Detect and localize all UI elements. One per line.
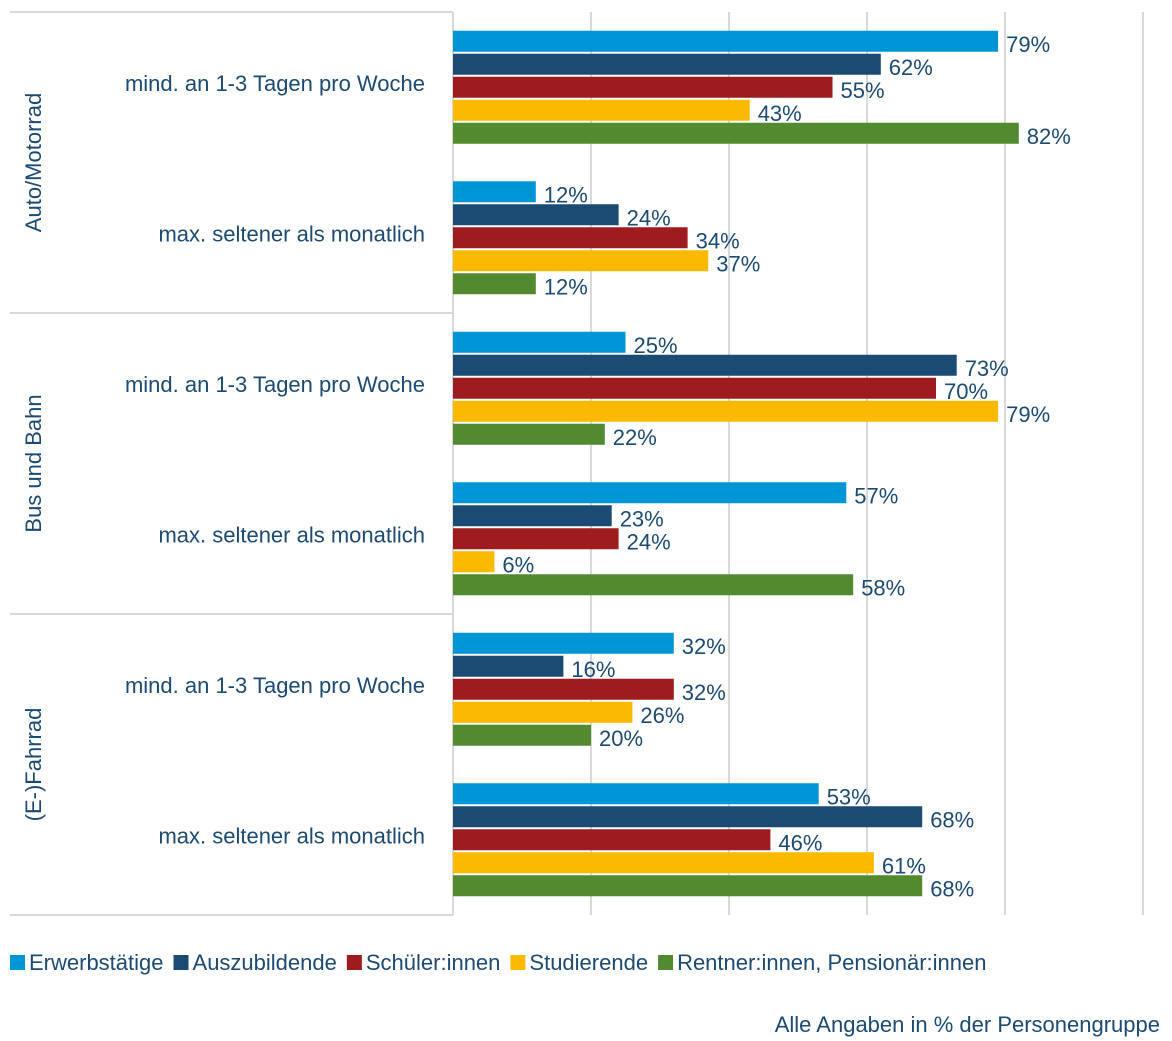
- value-label: 82%: [1027, 124, 1071, 149]
- value-label: 37%: [716, 252, 760, 277]
- value-label: 46%: [778, 831, 822, 856]
- bar: [453, 678, 674, 700]
- value-label: 61%: [882, 854, 926, 879]
- bar: [453, 505, 612, 527]
- bar: [453, 829, 771, 851]
- bar: [453, 273, 536, 295]
- group-label: (E-)Fahrrad: [21, 708, 46, 822]
- value-label: 73%: [965, 356, 1009, 381]
- legend-label: Rentner:innen, Pensionär:innen: [677, 950, 986, 975]
- value-label: 70%: [944, 379, 988, 404]
- group-label: Auto/Motorrad: [21, 93, 46, 232]
- bar: [453, 181, 536, 203]
- value-label: 22%: [613, 425, 657, 450]
- value-label: 20%: [599, 726, 643, 751]
- value-label: 23%: [620, 507, 664, 532]
- value-label: 12%: [544, 183, 588, 208]
- note: Alle Angaben in % der Personengruppe: [775, 1012, 1160, 1037]
- value-label: 32%: [682, 634, 726, 659]
- bar: [453, 99, 750, 121]
- value-label: 16%: [571, 657, 615, 682]
- bar: [453, 783, 819, 805]
- category-label: max. seltener als monatlich: [158, 824, 425, 849]
- bar: [453, 632, 674, 654]
- bar: [453, 377, 936, 399]
- legend-label: Studierende: [529, 950, 648, 975]
- bar: [453, 875, 923, 897]
- category-label: max. seltener als monatlich: [158, 222, 425, 247]
- bar: [453, 551, 495, 573]
- category-label: mind. an 1-3 Tagen pro Woche: [125, 71, 425, 96]
- bar: [453, 354, 957, 376]
- bar: [453, 53, 881, 75]
- value-label: 53%: [827, 785, 871, 810]
- legend-label: Erwerbstätige: [29, 950, 164, 975]
- bar: [453, 724, 591, 746]
- bar: [453, 331, 626, 353]
- value-label: 24%: [627, 530, 671, 555]
- bar: [453, 227, 688, 249]
- value-label: 58%: [861, 576, 905, 601]
- category-label: max. seltener als monatlich: [158, 523, 425, 548]
- legend-swatch: [346, 955, 362, 970]
- bar: [453, 701, 633, 723]
- bar: [453, 655, 564, 677]
- value-label: 79%: [1006, 32, 1050, 57]
- value-label: 12%: [544, 275, 588, 300]
- legend-label: Schüler:innen: [366, 950, 501, 975]
- bar: [453, 30, 999, 52]
- value-label: 24%: [627, 206, 671, 231]
- value-label: 55%: [841, 78, 885, 103]
- value-label: 79%: [1006, 402, 1050, 427]
- value-label: 62%: [889, 55, 933, 80]
- category-label: mind. an 1-3 Tagen pro Woche: [125, 673, 425, 698]
- value-label: 68%: [930, 877, 974, 902]
- value-label: 57%: [854, 484, 898, 509]
- bar: [453, 204, 619, 226]
- value-label: 6%: [502, 553, 534, 578]
- bar: [453, 852, 874, 874]
- legend-swatch: [10, 955, 25, 970]
- group-label: Bus und Bahn: [21, 394, 46, 532]
- bar: [453, 122, 1019, 144]
- value-label: 25%: [634, 333, 678, 358]
- value-label: 26%: [640, 703, 684, 728]
- bar: [453, 400, 999, 422]
- legend-swatch: [658, 955, 674, 970]
- bar: [453, 76, 833, 98]
- bar: [453, 250, 709, 272]
- legend-swatch: [510, 955, 526, 970]
- bar: [453, 482, 847, 504]
- legend-label: Auszubildende: [193, 950, 337, 975]
- bar: [453, 574, 854, 596]
- legend-swatch: [173, 955, 189, 970]
- category-label: mind. an 1-3 Tagen pro Woche: [125, 372, 425, 397]
- value-label: 34%: [696, 229, 740, 254]
- value-label: 43%: [758, 101, 802, 126]
- bar: [453, 528, 619, 550]
- value-label: 68%: [930, 808, 974, 833]
- value-label: 32%: [682, 680, 726, 705]
- bar: [453, 806, 923, 828]
- bar: [453, 423, 605, 445]
